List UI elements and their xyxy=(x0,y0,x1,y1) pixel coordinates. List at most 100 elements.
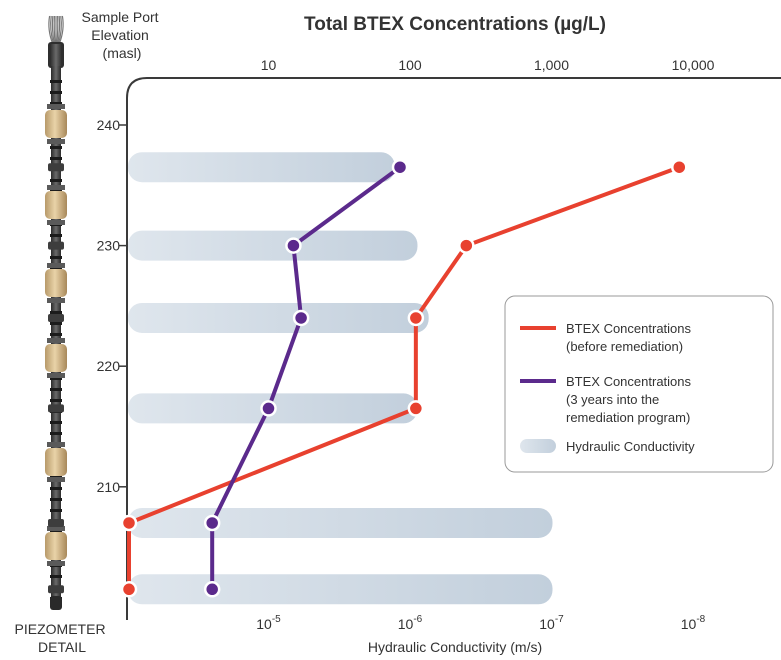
packer-sleeve xyxy=(45,191,67,219)
packer-sleeve xyxy=(45,269,67,297)
packer-collar xyxy=(47,263,65,268)
tubing-strand xyxy=(56,15,59,45)
legend-label-line: BTEX Concentrations xyxy=(566,321,692,336)
pipe-joint xyxy=(50,157,62,160)
tubing-strand xyxy=(51,15,55,45)
bottom-tick-exponent: -7 xyxy=(555,614,564,625)
y-tick-label: 240 xyxy=(97,117,121,133)
packer-collar xyxy=(47,561,65,566)
data-point-before xyxy=(671,158,688,176)
pipe-joint xyxy=(50,146,62,149)
sample-port xyxy=(48,313,64,322)
pipe-joint xyxy=(50,421,62,424)
sample-port xyxy=(48,163,64,172)
packer-collar xyxy=(47,220,65,225)
tubing-strand xyxy=(57,15,61,45)
hydraulic-conductivity-bar xyxy=(128,574,553,605)
packer-collar xyxy=(47,442,65,447)
bottom-tick-base: 10 xyxy=(398,616,414,632)
pipe-joint xyxy=(50,322,62,325)
data-point-before xyxy=(458,237,475,254)
legend-label-3-years: BTEX Concentrations (3 years into the re… xyxy=(566,374,695,425)
legend-label-line: (3 years into the xyxy=(566,392,659,407)
tubing-strand xyxy=(53,15,56,45)
bottom-tick-label: 10-8 xyxy=(681,614,706,632)
bottom-tick-exponent: -5 xyxy=(272,614,281,625)
pipe-joint xyxy=(50,91,62,94)
legend-swatch-hydraulic-conductivity xyxy=(520,439,556,453)
piezometer-cap-body xyxy=(50,44,62,66)
top-axis-ticks: 10 100 1,000 10,000 xyxy=(261,57,715,73)
data-point-3-years xyxy=(292,309,310,327)
bottom-tick-exponent: -8 xyxy=(696,614,705,625)
piezometer-illustration xyxy=(45,15,67,610)
sample-port xyxy=(48,404,64,413)
sample-port xyxy=(48,241,64,250)
sample-port xyxy=(48,518,64,527)
piezometer-caption-line: PIEZOMETER xyxy=(15,621,106,637)
legend-box xyxy=(504,295,774,473)
data-point-3-years xyxy=(260,400,277,417)
data-point-before xyxy=(120,514,138,532)
plot-frame xyxy=(126,77,781,620)
y-tick-label: 230 xyxy=(97,238,121,254)
piezometer-caption-line: DETAIL xyxy=(38,639,86,655)
packer-collar xyxy=(47,185,65,190)
legend: BTEX Concentrations (before remediation)… xyxy=(504,295,774,473)
legend-label-hydraulic-conductivity: Hydraulic Conductivity xyxy=(566,439,695,454)
packer-sleeve xyxy=(45,532,67,560)
bottom-tick-exponent: -6 xyxy=(413,614,422,625)
top-tick-label: 10,000 xyxy=(672,57,715,73)
y-axis-label-line: (masl) xyxy=(103,45,142,61)
top-tick-label: 10 xyxy=(261,57,277,73)
pipe-joint xyxy=(50,377,62,380)
bottom-tick-label: 10-6 xyxy=(398,614,423,632)
y-tick-label: 210 xyxy=(97,479,121,495)
data-point-3-years xyxy=(391,158,409,176)
bottom-tick-label: 10-5 xyxy=(256,614,281,632)
packer-sleeve xyxy=(45,110,67,138)
top-tick-label: 100 xyxy=(398,57,422,73)
tubing-strand xyxy=(50,15,55,45)
pipe-joint xyxy=(50,575,62,578)
pipe-joint xyxy=(50,234,62,237)
top-tick-label: 1,000 xyxy=(534,57,569,73)
x-axis-bottom-label: Hydraulic Conductivity (m/s) xyxy=(368,639,542,655)
data-point-3-years xyxy=(285,237,302,254)
packer-collar xyxy=(47,477,65,482)
pipe-joint xyxy=(50,80,62,83)
pipe-joint xyxy=(50,487,62,490)
bottom-axis-ticks: 10-5 10-6 10-7 10-8 xyxy=(256,614,705,632)
hydraulic-conductivity-bar xyxy=(128,507,553,538)
packer-collar xyxy=(47,139,65,144)
y-tick-label: 220 xyxy=(97,358,121,374)
hydraulic-conductivity-bar xyxy=(128,152,395,183)
y-axis-label: Sample Port Elevation (masl) xyxy=(82,9,163,61)
y-axis-ticks: 210 220 230 240 xyxy=(97,117,127,495)
pipe-joint xyxy=(50,388,62,391)
data-point-3-years xyxy=(203,581,221,598)
pipe-joint xyxy=(50,311,62,314)
pipe-joint xyxy=(50,267,62,270)
pipe-joint xyxy=(50,432,62,435)
tubing-strand xyxy=(58,15,64,45)
bottom-tick-label: 10-7 xyxy=(539,614,564,632)
tubing-strand xyxy=(48,15,54,45)
pipe-joint xyxy=(50,256,62,259)
y-axis-label-line: Sample Port xyxy=(82,9,159,25)
packer-collar xyxy=(47,526,65,531)
sample-port xyxy=(48,585,64,594)
legend-label-line: remediation program) xyxy=(566,410,690,425)
series-line-3-years xyxy=(210,165,402,590)
packer-collar xyxy=(47,373,65,378)
bottom-tick-base: 10 xyxy=(681,616,697,632)
tubing-strand xyxy=(57,15,62,45)
hydraulic-conductivity-bar xyxy=(128,302,429,333)
packer-collar xyxy=(47,104,65,109)
legend-label-line: (before remediation) xyxy=(566,339,683,354)
data-point-before xyxy=(407,400,425,417)
pipe-joint xyxy=(50,399,62,402)
pipe-joint xyxy=(50,509,62,512)
data-point-3-years xyxy=(203,514,221,532)
